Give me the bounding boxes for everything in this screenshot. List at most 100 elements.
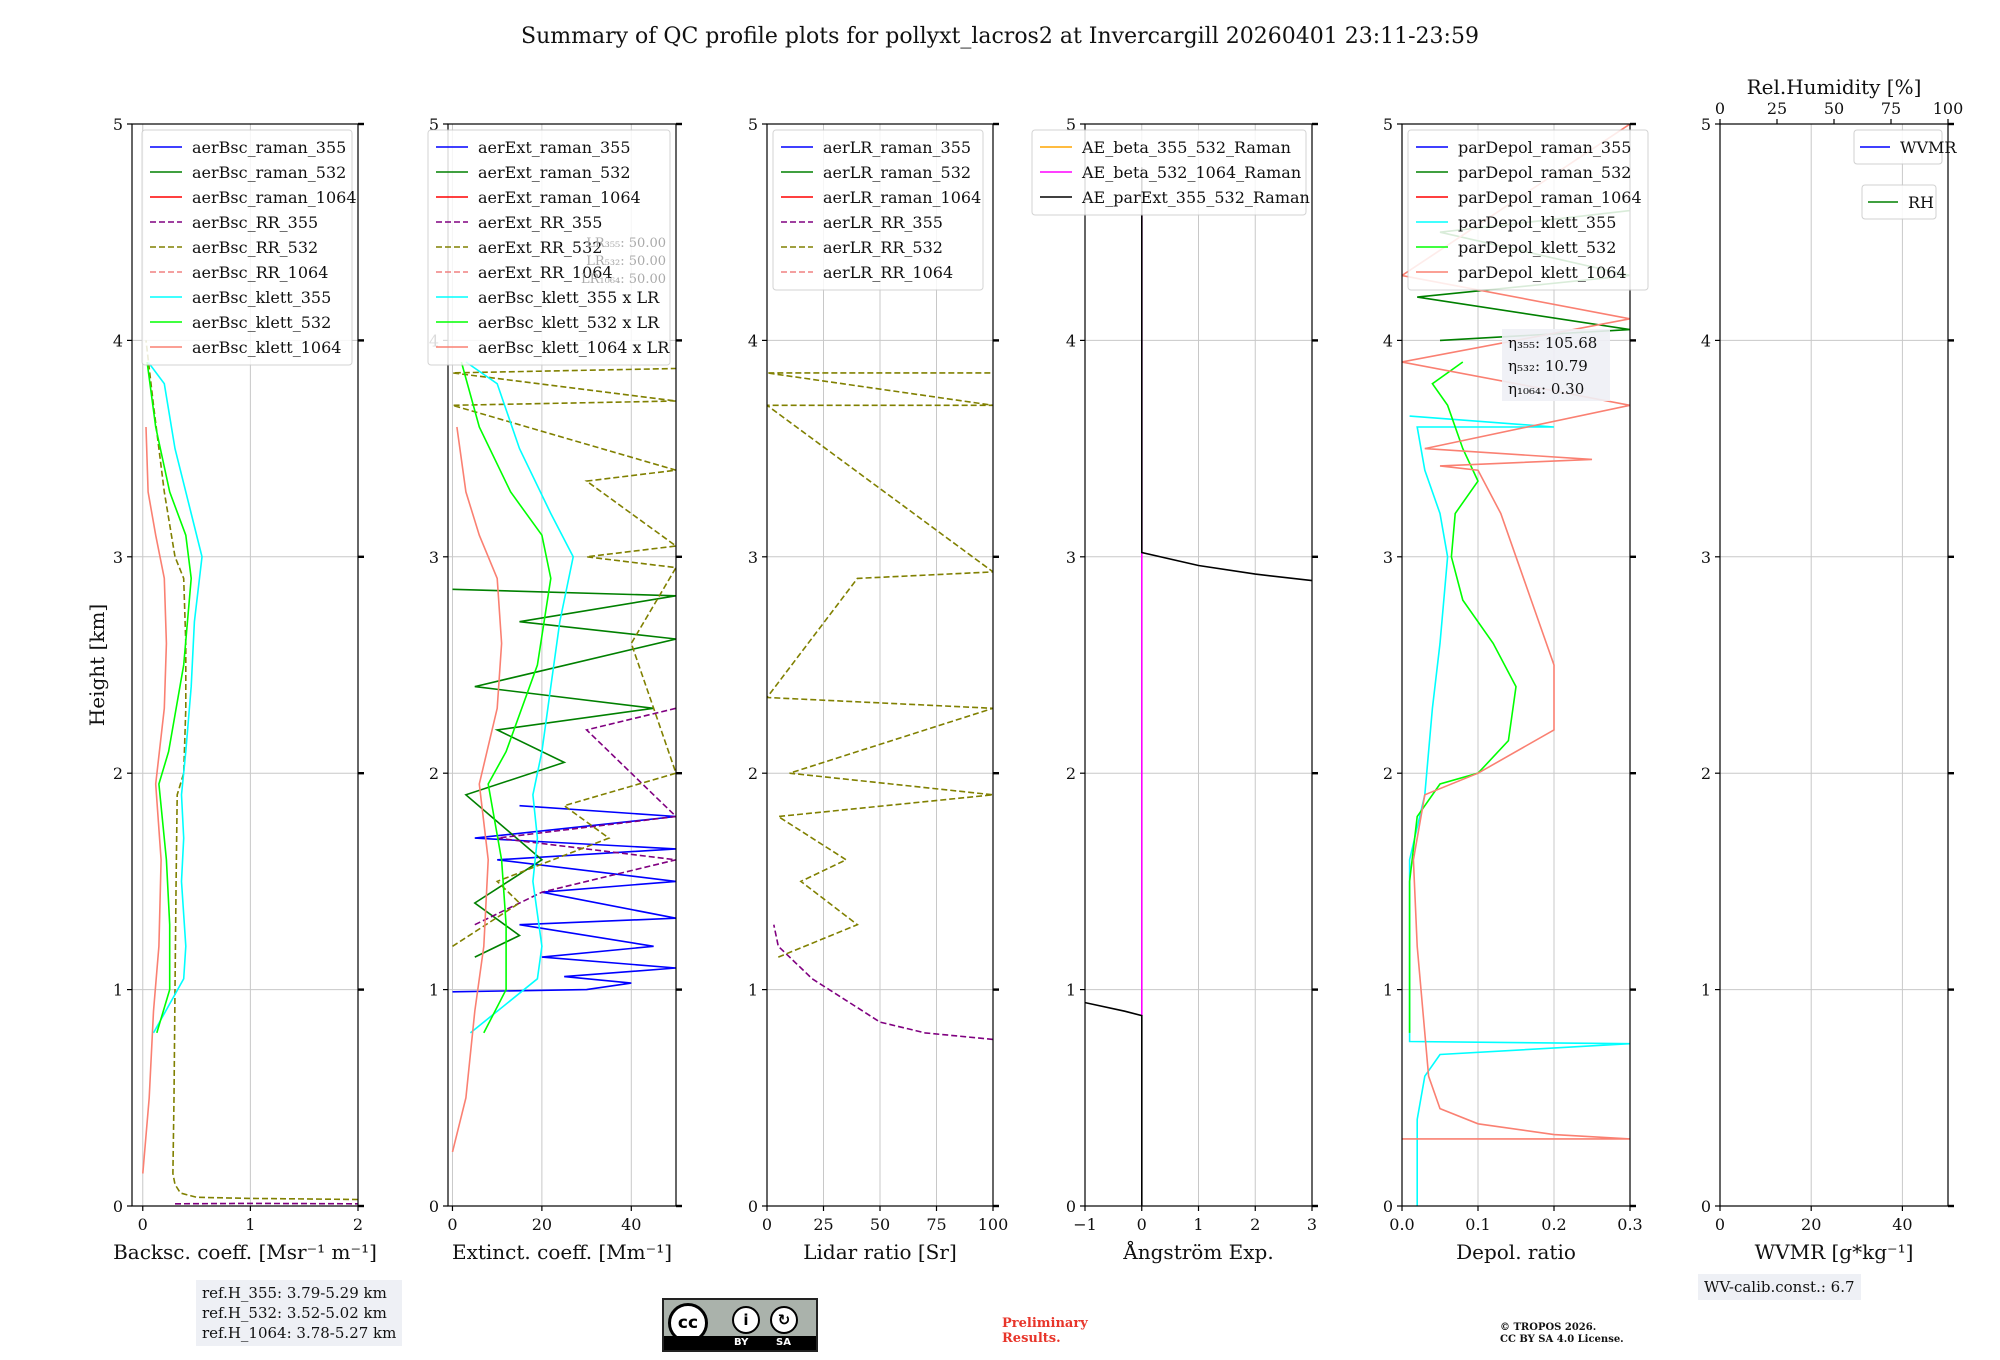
legend-entry: aerLR_RR_1064 xyxy=(823,263,953,282)
legend-entry: parDepol_klett_355 xyxy=(1458,213,1616,232)
reference-heights-box: ref.H_355: 3.79-5.29 km ref.H_532: 3.52-… xyxy=(196,1280,403,1346)
y-tick-label: 0 xyxy=(1383,1197,1393,1216)
legend-box xyxy=(1407,129,1649,291)
series-line-aerbsc-klett-355 xyxy=(147,361,203,1034)
depol-calibration-value: η₃₅₅: 105.68 xyxy=(1508,334,1597,352)
series-group xyxy=(767,372,993,1041)
panel-backscatter: 0 1 2 3 4 5 0 1 2 Backsc. coeff. [Msr⁻¹ m⁻¹] Heigh… xyxy=(85,115,377,1264)
legend-box xyxy=(1031,129,1307,216)
panel-depol: 0 1 2 3 4 5 0.0 0.1 0.2 0.3 Depol. ratio parDepol_r… xyxy=(1383,115,1649,1264)
x-axis-label: Extinct. coeff. [Mm⁻¹] xyxy=(452,1240,672,1264)
y-tick-label: 5 xyxy=(1701,115,1711,134)
top-x-tick-label: 0 xyxy=(1715,99,1725,118)
series-group xyxy=(1085,167,1312,1206)
legend-entry: aerExt_RR_355 xyxy=(478,213,602,232)
x-tick-label: 75 xyxy=(926,1215,946,1234)
series-line-aerext-raman-532 xyxy=(452,588,676,958)
x-tick-label: 40 xyxy=(1892,1215,1912,1234)
lidar-ratio-setting: LR₃₅₅: 50.00 xyxy=(586,236,666,251)
x-tick-label: 40 xyxy=(621,1215,641,1234)
y-tick-label: 1 xyxy=(1066,981,1076,1000)
legend-entry: aerExt_raman_355 xyxy=(478,138,631,157)
depol-calibration-box xyxy=(1502,329,1610,401)
y-tick-label: 3 xyxy=(1383,548,1393,567)
y-tick-label: 5 xyxy=(113,115,123,134)
panel-extinction: 01234502040Extinct. coeff. [Mm⁻¹]aerExt_… xyxy=(427,115,682,1264)
legend-entry: AE_parExt_355_532_Raman xyxy=(1081,188,1310,207)
legend-entry: parDepol_klett_532 xyxy=(1458,238,1616,257)
copyright-note: © TROPOS 2026. CC BY SA 4.0 License. xyxy=(1500,1322,1624,1345)
y-tick-label: 5 xyxy=(748,115,758,134)
license-sa-label: SA xyxy=(776,1337,791,1348)
y-tick-label: 4 xyxy=(113,331,123,350)
ref-height-1064: ref.H_1064: 3.78-5.27 km xyxy=(202,1324,397,1342)
legend-entry: aerBsc_RR_355 xyxy=(192,213,318,232)
y-tick-label: 3 xyxy=(429,548,439,567)
y-tick-label: 1 xyxy=(1383,981,1393,1000)
x-tick-label: 0.1 xyxy=(1465,1215,1490,1234)
series-group xyxy=(451,361,676,1153)
legend-entry: parDepol_klett_1064 xyxy=(1458,263,1627,282)
plot-frame xyxy=(447,123,677,1207)
legend-entry: aerLR_raman_355 xyxy=(823,138,971,157)
series-line-aerlr-rr-532 xyxy=(767,372,993,958)
legend-entry: parDepol_raman_355 xyxy=(1458,138,1631,157)
legend-box xyxy=(772,129,984,291)
license-by-label: BY xyxy=(734,1337,749,1348)
legend-entry: aerBsc_klett_532 x LR xyxy=(478,313,660,332)
lidar-ratio-setting: LR₅₃₂: 50.00 xyxy=(586,254,666,269)
legend-entry: aerExt_raman_1064 xyxy=(478,188,641,207)
legend-entry: aerBsc_raman_1064 xyxy=(192,188,357,207)
top-x-axis-label: Rel.Humidity [%] xyxy=(1747,75,1922,99)
y-tick-label: 2 xyxy=(429,764,439,783)
x-tick-label: 20 xyxy=(1801,1215,1821,1234)
legend-entry: aerBsc_klett_355 xyxy=(192,288,331,307)
plot-frame xyxy=(131,123,359,1207)
x-tick-label: 0 xyxy=(1137,1215,1147,1234)
legend-entry: aerBsc_RR_1064 xyxy=(192,263,328,282)
x-tick-label: −1 xyxy=(1073,1215,1097,1234)
x-tick-label: 20 xyxy=(532,1215,552,1234)
y-tick-label: 0 xyxy=(1701,1197,1711,1216)
series-line-aerbsc-klett-1064-x-lr xyxy=(451,426,503,1153)
y-tick-label: 4 xyxy=(1066,331,1076,350)
series-line-pardepol-klett-532 xyxy=(1408,361,1517,1033)
legend-box xyxy=(1861,184,1937,220)
ref-height-532: ref.H_532: 3.52-5.02 km xyxy=(202,1304,387,1322)
legend-entry: AE_beta_355_532_Raman xyxy=(1081,138,1291,157)
series-line-ae-parext-355-532-raman xyxy=(1085,1001,1143,1206)
legend-entry: AE_beta_532_1064_Raman xyxy=(1081,163,1301,182)
series-line-aerext-rr-355 xyxy=(474,707,676,926)
x-tick-label: 1 xyxy=(245,1215,255,1234)
x-tick-label: 0 xyxy=(138,1215,148,1234)
cc-by-sa-badge: cc i ↻ BY SA xyxy=(662,1298,818,1352)
legend-entry: aerBsc_raman_355 xyxy=(192,138,346,157)
legend-entry: aerBsc_klett_355 x LR xyxy=(478,288,660,307)
legend-entry: aerBsc_klett_532 xyxy=(192,313,331,332)
x-axis-label: WVMR [g*kg⁻¹] xyxy=(1755,1240,1914,1264)
top-x-tick-label: 25 xyxy=(1767,99,1787,118)
ref-height-355: ref.H_355: 3.79-5.29 km xyxy=(202,1284,387,1302)
y-tick-label: 0 xyxy=(1066,1197,1076,1216)
legend-entry: aerLR_RR_355 xyxy=(823,213,943,232)
depol-calibration-value: η₁₀₆₄: 0.30 xyxy=(1508,380,1584,398)
series-line-aerbsc-rr-532 xyxy=(145,340,358,1201)
top-x-tick-label: 100 xyxy=(1933,99,1964,118)
y-tick-label: 2 xyxy=(1066,764,1076,783)
x-tick-label: 2 xyxy=(1250,1215,1260,1234)
y-axis-label: Height [km] xyxy=(85,604,109,726)
top-x-tick-label: 75 xyxy=(1881,99,1901,118)
plot-frame xyxy=(1719,123,1949,1207)
x-tick-label: 100 xyxy=(978,1215,1009,1234)
legend-entry: parDepol_raman_532 xyxy=(1458,163,1631,182)
y-tick-label: 3 xyxy=(748,548,758,567)
x-axis-label: Backsc. coeff. [Msr⁻¹ m⁻¹] xyxy=(113,1240,377,1264)
x-tick-label: 1 xyxy=(1193,1215,1203,1234)
x-tick-label: 0.3 xyxy=(1617,1215,1642,1234)
y-tick-label: 0 xyxy=(429,1197,439,1216)
y-tick-label: 2 xyxy=(1701,764,1711,783)
x-tick-label: 0 xyxy=(762,1215,772,1234)
